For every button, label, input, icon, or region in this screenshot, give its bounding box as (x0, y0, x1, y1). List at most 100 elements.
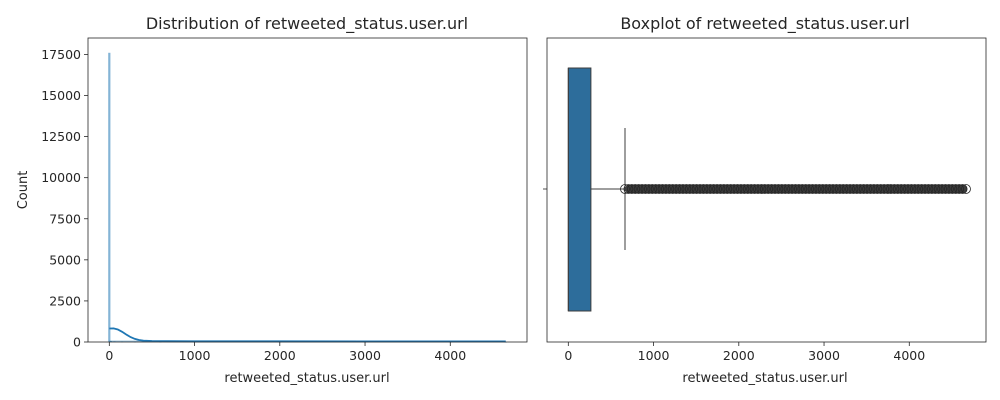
outlier-point (732, 184, 743, 194)
outlier-point (749, 184, 760, 194)
histogram-bar (108, 52, 111, 343)
outlier-point (920, 184, 930, 194)
outlier-point (722, 184, 733, 194)
outlier-point (916, 184, 927, 194)
y-tick-label: 5000 (49, 252, 81, 267)
outlier-point (770, 184, 780, 194)
outlier-point (759, 184, 770, 194)
y-tick-label: 0 (73, 335, 81, 350)
outlier-point (831, 184, 842, 194)
outlier-point (691, 184, 702, 194)
kde-line (109, 327, 506, 343)
outlier-point (828, 184, 838, 194)
outlier-point (862, 184, 872, 194)
histogram-frame (87, 37, 528, 343)
histogram-ylabel: Count (16, 171, 31, 210)
outlier-point (838, 184, 849, 194)
x-tick-label: 3000 (808, 348, 840, 363)
y-tick-label: 15000 (41, 88, 81, 103)
y-tick-label: 17500 (41, 47, 81, 62)
outlier-point (718, 184, 729, 194)
outlier-point (845, 184, 855, 194)
outlier-point (869, 184, 879, 194)
outlier-point (746, 184, 757, 194)
outlier-point (701, 184, 712, 194)
outlier-point (725, 184, 736, 194)
outlier-point (664, 184, 675, 194)
x-tick-label: 1000 (638, 348, 670, 363)
outlier-point (834, 184, 845, 194)
outlier-point (678, 184, 688, 194)
outlier-point (899, 184, 910, 194)
histogram-panel: Distribution of retweeted_status.user.ur… (16, 14, 528, 386)
outlier-point (698, 184, 709, 194)
outlier-point (667, 184, 678, 194)
outlier-point (688, 184, 699, 194)
outlier-point (961, 184, 971, 194)
x-tick-label: 2000 (264, 348, 296, 363)
histogram-title: Distribution of retweeted_status.user.ur… (146, 14, 468, 34)
outlier-point (940, 184, 951, 194)
outlier-point (937, 184, 947, 194)
outlier-point (787, 184, 797, 194)
boxplot-frame (546, 37, 987, 343)
outlier-point (640, 184, 651, 194)
outlier-point (817, 184, 828, 194)
outlier-point (933, 184, 944, 194)
outlier-point (824, 184, 835, 194)
outlier-point (647, 184, 658, 194)
outlier-point (657, 184, 668, 194)
outlier-point (879, 184, 890, 194)
outlier-point (708, 184, 719, 194)
outlier-point (783, 184, 794, 194)
boxplot-xlabel: retweeted_status.user.url (682, 371, 847, 386)
outlier-point (793, 184, 804, 194)
x-tick-label: 4000 (434, 348, 466, 363)
outlier-point (886, 184, 896, 194)
outlier-point (903, 184, 913, 194)
outlier-point (944, 184, 954, 194)
y-tick-label: 2500 (49, 293, 81, 308)
outlier-point (695, 184, 705, 194)
outlier-point (650, 184, 661, 194)
outlier-point (909, 184, 920, 194)
outlier-point (865, 184, 876, 194)
outlier-point (804, 184, 815, 194)
histogram-xlabel: retweeted_status.user.url (224, 371, 389, 386)
outlier-point (780, 184, 791, 194)
y-tick-label: 12500 (41, 129, 81, 144)
outlier-point (851, 184, 862, 194)
outlier-point (858, 184, 869, 194)
outlier-point (715, 184, 726, 194)
outlier-point (776, 184, 787, 194)
x-tick-label: 1000 (179, 348, 211, 363)
x-tick-label: 3000 (349, 348, 381, 363)
outlier-point (882, 184, 893, 194)
outlier-point (906, 184, 917, 194)
outlier-point (875, 184, 886, 194)
boxplot-content: 0 1000 2000 3000 4000 (543, 67, 971, 363)
x-tick-label: 2000 (723, 348, 755, 363)
outlier-point (681, 184, 692, 194)
outlier-point (800, 184, 811, 194)
outlier-point (763, 184, 774, 194)
outlier-point (790, 184, 801, 194)
boxplot-title: Boxplot of retweeted_status.user.url (620, 14, 909, 34)
outlier-point (630, 184, 641, 194)
outlier-point (736, 184, 746, 194)
outlier-point (872, 184, 883, 194)
outlier-point (892, 184, 903, 194)
outlier-point (654, 184, 664, 194)
outlier-point (950, 184, 961, 194)
outlier-point (643, 184, 654, 194)
outlier-point (766, 184, 777, 194)
outlier-point (848, 184, 859, 194)
outlier-point (671, 184, 682, 194)
outlier-point (947, 184, 958, 194)
outlier-point (821, 184, 832, 194)
boxplot-panel: Boxplot of retweeted_status.user.url ret… (543, 14, 987, 386)
outlier-point (926, 184, 937, 194)
outlier-point (913, 184, 924, 194)
outlier-point (705, 184, 716, 194)
outlier-point (684, 184, 695, 194)
